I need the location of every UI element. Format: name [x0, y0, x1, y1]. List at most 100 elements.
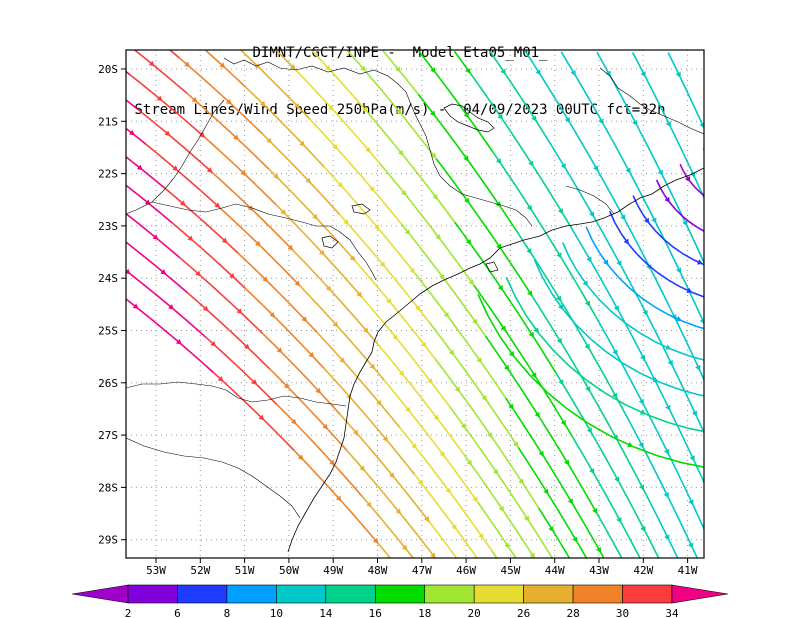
streamline-segment: [664, 569, 670, 582]
streamline-segment: [416, 448, 427, 461]
streamline-arrow: [349, 255, 356, 262]
streamline-segment: [668, 454, 676, 468]
streamline-segment: [269, 368, 281, 380]
streamline-segment: [169, 135, 182, 146]
streamline-segment: [35, 170, 46, 179]
streamline-arrow: [443, 312, 450, 318]
streamline-segment: [775, 212, 782, 213]
streamline-segment: [623, 410, 632, 424]
streamline-segment: [765, 183, 770, 184]
streamline-segment: [724, 207, 731, 210]
streamline-segment: [366, 245, 377, 258]
streamlines-layer: [0, 50, 796, 584]
streamline-arrow: [572, 536, 578, 543]
streamline-arrow: [663, 492, 669, 499]
streamline-segment: [579, 192, 588, 206]
streamline-arrow: [605, 70, 611, 77]
streamline-segment: [604, 183, 613, 197]
streamline-segment: [789, 207, 796, 210]
streamline-segment: [714, 236, 723, 239]
streamline-segment: [478, 84, 488, 98]
streamline-segment: [431, 496, 441, 509]
streamline-segment: [374, 81, 385, 94]
streamline-segment: [535, 121, 545, 134]
streamline-segment: [374, 191, 385, 204]
streamline-segment: [66, 109, 77, 118]
streamline-arrow: [556, 252, 562, 259]
streamline-segment: [454, 442, 465, 455]
streamline-segment: [705, 297, 718, 301]
streamline-segment: [706, 153, 708, 157]
streamline-segment: [632, 445, 658, 457]
streamline-segment: [735, 179, 740, 181]
streamline-segment: [646, 263, 658, 273]
streamline-segment: [200, 275, 213, 287]
streamline-arrow: [308, 351, 315, 358]
streamline-segment: [712, 396, 718, 409]
streamline-segment: [576, 134, 585, 148]
streamline-segment: [152, 291, 164, 302]
streamline-segment: [694, 177, 702, 191]
streamline-segment: [137, 108, 150, 119]
streamline-segment: [330, 290, 342, 303]
colorbar: 2 6 8 10 14 16 18 20 26 28 30 34: [71, 584, 729, 618]
streamline-arrow: [563, 459, 570, 466]
streamline-segment: [699, 561, 705, 574]
streamline-segment: [406, 550, 415, 558]
streamline-segment: [512, 409, 522, 422]
streamline-segment: [394, 477, 405, 490]
streamline-segment: [671, 365, 680, 379]
streamline-segment: [682, 169, 688, 177]
streamline-segment: [674, 200, 682, 214]
streamline-segment: [354, 260, 366, 273]
streamline-segment: [0, 170, 10, 179]
streamline-segment: [721, 91, 727, 104]
streamline-segment: [385, 133, 396, 146]
streamline-arrow: [689, 455, 695, 462]
streamline-segment: [148, 117, 161, 128]
streamline-segment: [368, 332, 379, 345]
colorbar-label: 2: [125, 607, 132, 618]
streamline-segment: [311, 50, 322, 61]
streamline-segment: [352, 485, 364, 498]
streamline-segment: [210, 85, 222, 96]
streamline-segment: [99, 135, 110, 144]
streamline-segment: [636, 125, 645, 139]
streamline-arrow: [557, 208, 564, 215]
streamline-segment: [675, 209, 683, 217]
streamline-arrow: [526, 204, 532, 211]
streamline-segment: [518, 313, 528, 327]
lon-tick-label: 49W: [323, 564, 343, 577]
streamline-segment: [561, 343, 570, 357]
streamline-segment: [241, 313, 254, 325]
streamline-segment: [284, 326, 296, 339]
streamline-segment: [298, 198, 309, 210]
streamline-segment: [566, 408, 589, 424]
streamline-arrow: [612, 349, 618, 356]
streamline-segment: [392, 212, 403, 225]
streamline-segment: [27, 135, 38, 144]
streamline-segment: [409, 234, 420, 247]
streamline-segment: [2, 144, 13, 153]
streamline-segment: [670, 348, 689, 357]
streamline-segment: [714, 455, 720, 468]
streamline-segment: [425, 347, 436, 360]
streamline-segment: [669, 202, 677, 211]
streamline-arrow: [93, 130, 99, 136]
streamline-segment: [314, 156, 325, 168]
streamline-arrow: [290, 418, 297, 425]
streamline-segment: [624, 563, 631, 575]
streamline-segment: [187, 292, 199, 303]
streamline-segment: [547, 494, 557, 508]
streamline-arrow: [229, 272, 236, 279]
streamline-segment: [477, 294, 489, 317]
streamline-segment: [396, 452, 407, 465]
lat-tick-label: 25S: [98, 325, 118, 338]
streamline-segment: [525, 572, 533, 584]
streamline-arrow: [276, 347, 283, 354]
streamline-segment: [443, 279, 454, 292]
streamline-segment: [373, 281, 384, 294]
streamline-arrow: [81, 234, 87, 240]
streamline-segment: [275, 115, 287, 128]
streamline-arrow: [523, 515, 530, 522]
